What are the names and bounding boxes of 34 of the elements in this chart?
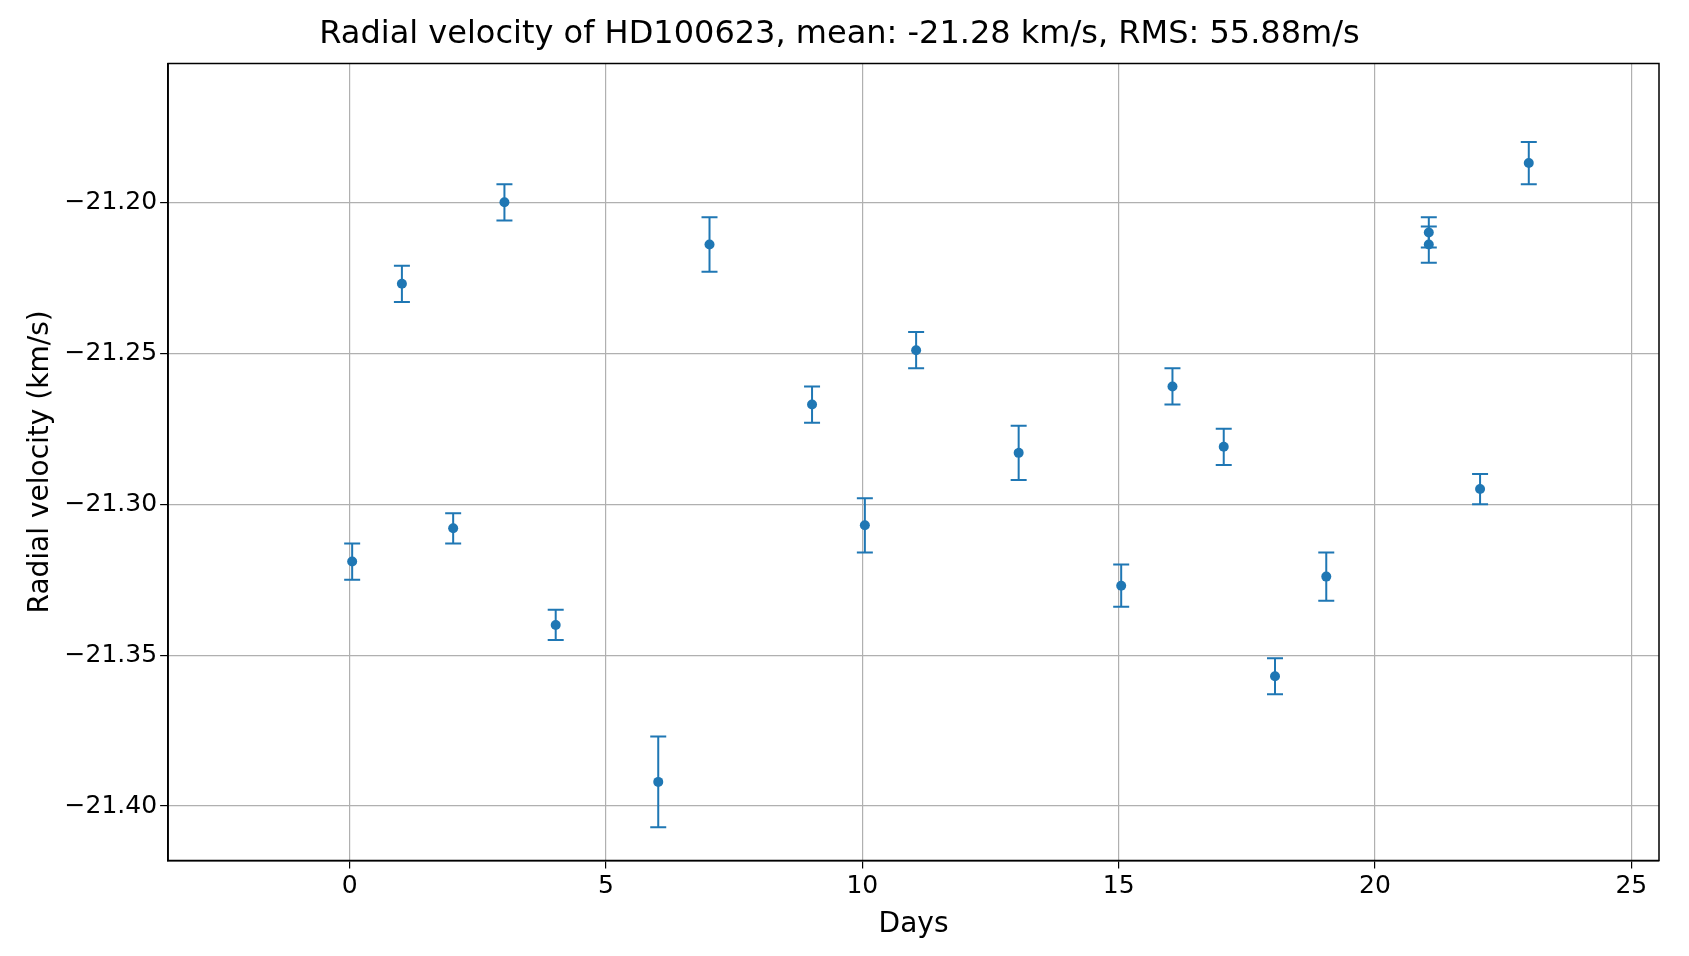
point — [1523, 158, 1534, 169]
x-tick-label: 5 — [598, 869, 614, 899]
y-tick-label: −21.35 — [64, 638, 158, 668]
point — [1167, 381, 1178, 392]
point — [1013, 447, 1024, 458]
point — [1423, 239, 1434, 250]
y-tick-label: −21.30 — [64, 487, 158, 517]
y-tick-label: −21.25 — [64, 336, 158, 366]
point — [1270, 671, 1280, 682]
x-tick-label: 20 — [1359, 869, 1391, 899]
x-tick-label: 10 — [846, 869, 879, 899]
point — [704, 239, 715, 250]
point — [1423, 227, 1434, 238]
x-tick-label: 15 — [1102, 869, 1135, 899]
y-tick-label: −21.40 — [64, 789, 158, 819]
y-tick-label: −21.20 — [64, 185, 158, 215]
x-tick-label: 25 — [1615, 869, 1648, 899]
point — [807, 399, 818, 410]
point — [859, 520, 870, 531]
y-axis-title: Radial velocity (km/s) — [22, 310, 56, 614]
point — [396, 278, 407, 289]
point — [550, 619, 561, 630]
point — [1321, 571, 1332, 582]
point — [499, 197, 510, 208]
chart-title: Radial velocity of HD100623, mean: -21.28 km/s, RMS: 55.88m/s — [319, 12, 1360, 51]
point — [1218, 441, 1229, 452]
point — [347, 556, 358, 567]
x-axis-title: Days — [878, 906, 949, 940]
point — [1116, 580, 1127, 591]
point — [653, 776, 664, 787]
point — [448, 523, 459, 534]
x-tick-label: 0 — [341, 869, 358, 899]
point — [911, 345, 922, 356]
point — [1475, 484, 1486, 495]
